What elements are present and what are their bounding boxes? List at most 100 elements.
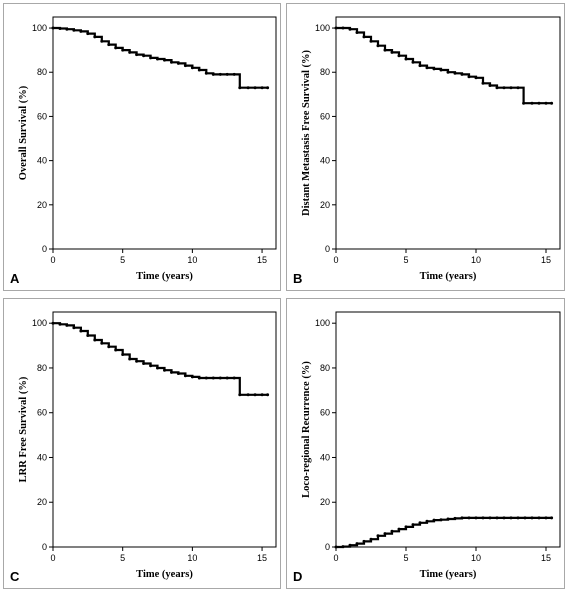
data-point bbox=[266, 393, 270, 397]
data-point bbox=[411, 60, 415, 64]
data-point bbox=[121, 48, 125, 52]
data-point bbox=[481, 81, 485, 85]
y-tick-label: 0 bbox=[42, 542, 47, 552]
data-point bbox=[204, 71, 208, 75]
data-point bbox=[376, 44, 380, 48]
x-tick-label: 10 bbox=[187, 255, 197, 265]
data-point bbox=[550, 516, 554, 520]
data-point bbox=[432, 67, 436, 71]
chart-panel-a: 0 20 40 60 80 100 0 5 10 15 Time (years) Overall Su… bbox=[3, 3, 281, 291]
data-point bbox=[135, 359, 139, 363]
x-tick-label: 15 bbox=[257, 255, 267, 265]
data-point bbox=[170, 60, 173, 64]
data-point bbox=[232, 376, 236, 380]
y-tick-label: 40 bbox=[320, 156, 330, 166]
data-point bbox=[348, 27, 352, 31]
data-point bbox=[537, 101, 541, 105]
y-tick-label: 100 bbox=[32, 318, 47, 328]
data-point bbox=[516, 86, 520, 90]
data-point bbox=[369, 39, 373, 43]
y-axis-title: LRR Free Survival (%) bbox=[18, 376, 29, 482]
survival-curve bbox=[336, 26, 552, 105]
data-point bbox=[341, 26, 345, 30]
data-point bbox=[190, 375, 194, 379]
y-tick-label: 60 bbox=[320, 408, 330, 418]
data-point bbox=[355, 31, 359, 34]
data-point bbox=[488, 516, 492, 520]
data-point bbox=[183, 374, 187, 378]
y-axis-title: Loco-regional Recurrence (%) bbox=[301, 361, 312, 498]
y-tick-label: 60 bbox=[37, 408, 47, 418]
y-tick-label: 0 bbox=[325, 244, 330, 254]
data-point bbox=[246, 393, 250, 397]
chart-svg: 0 20 40 60 80 100 0 5 10 15 Time (years) Distant Me… bbox=[293, 16, 561, 286]
plot-frame bbox=[52, 311, 277, 548]
data-point bbox=[238, 393, 242, 397]
x-tick-label: 5 bbox=[403, 255, 408, 265]
data-point bbox=[156, 57, 159, 61]
x-tick-label: 5 bbox=[120, 255, 125, 265]
data-point bbox=[502, 516, 506, 520]
x-axis-title: Time (years) bbox=[136, 271, 193, 282]
data-point bbox=[481, 516, 485, 520]
data-point bbox=[79, 329, 83, 333]
data-point bbox=[86, 32, 90, 36]
y-tick-label: 80 bbox=[320, 67, 330, 77]
x-tick-label: 10 bbox=[471, 255, 481, 265]
y-tick-label: 20 bbox=[320, 497, 330, 507]
data-point bbox=[211, 72, 215, 76]
panel-label: B bbox=[293, 271, 302, 286]
data-point bbox=[467, 75, 471, 79]
data-point bbox=[142, 362, 146, 365]
data-point bbox=[51, 321, 55, 325]
y-tick-label: 80 bbox=[37, 363, 47, 373]
panel-label: D bbox=[293, 569, 302, 584]
y-axis-title: Overall Survival (%) bbox=[18, 85, 29, 180]
y-tick-label: 40 bbox=[37, 452, 47, 462]
survival-curve bbox=[53, 322, 268, 396]
data-point bbox=[383, 48, 387, 52]
data-point bbox=[362, 35, 366, 39]
data-point bbox=[530, 516, 534, 520]
x-tick-label: 0 bbox=[333, 553, 338, 563]
y-tick-label: 100 bbox=[315, 23, 330, 33]
data-point bbox=[390, 50, 394, 54]
data-point bbox=[79, 29, 83, 33]
data-point bbox=[170, 370, 173, 374]
data-point bbox=[93, 338, 97, 342]
x-axis-title: Time (years) bbox=[420, 271, 477, 282]
data-point bbox=[100, 341, 104, 345]
y-tick-label: 100 bbox=[315, 318, 330, 328]
y-tick-label: 40 bbox=[320, 452, 330, 462]
data-point bbox=[197, 68, 201, 72]
data-point bbox=[156, 366, 159, 370]
data-point bbox=[383, 532, 387, 536]
data-point bbox=[197, 376, 201, 380]
survival-curve bbox=[53, 26, 268, 89]
data-point bbox=[550, 101, 554, 105]
data-point bbox=[411, 523, 415, 527]
data-point bbox=[397, 527, 401, 531]
data-point bbox=[474, 76, 478, 80]
data-point bbox=[467, 516, 471, 520]
chart-panel-c: 0 20 40 60 80 100 0 5 10 15 Time (years) LRR Free S… bbox=[3, 298, 281, 589]
y-tick-label: 80 bbox=[37, 67, 47, 77]
data-point bbox=[509, 516, 513, 520]
data-point bbox=[348, 543, 352, 547]
chart-panel-b: 0 20 40 60 80 100 0 5 10 15 Time (years) Distant Me… bbox=[286, 3, 565, 291]
data-point bbox=[260, 86, 264, 90]
x-tick-label: 5 bbox=[120, 553, 125, 563]
survival-curve bbox=[336, 516, 552, 549]
data-point bbox=[65, 27, 69, 31]
data-point bbox=[537, 516, 541, 520]
data-point bbox=[334, 545, 338, 549]
y-tick-label: 80 bbox=[320, 363, 330, 373]
y-tick-label: 0 bbox=[42, 244, 47, 254]
data-point bbox=[446, 70, 450, 74]
data-point bbox=[107, 43, 111, 47]
data-point bbox=[72, 326, 76, 330]
data-point bbox=[149, 364, 153, 368]
data-point bbox=[404, 525, 408, 529]
data-point bbox=[232, 72, 236, 76]
data-point bbox=[93, 35, 97, 39]
